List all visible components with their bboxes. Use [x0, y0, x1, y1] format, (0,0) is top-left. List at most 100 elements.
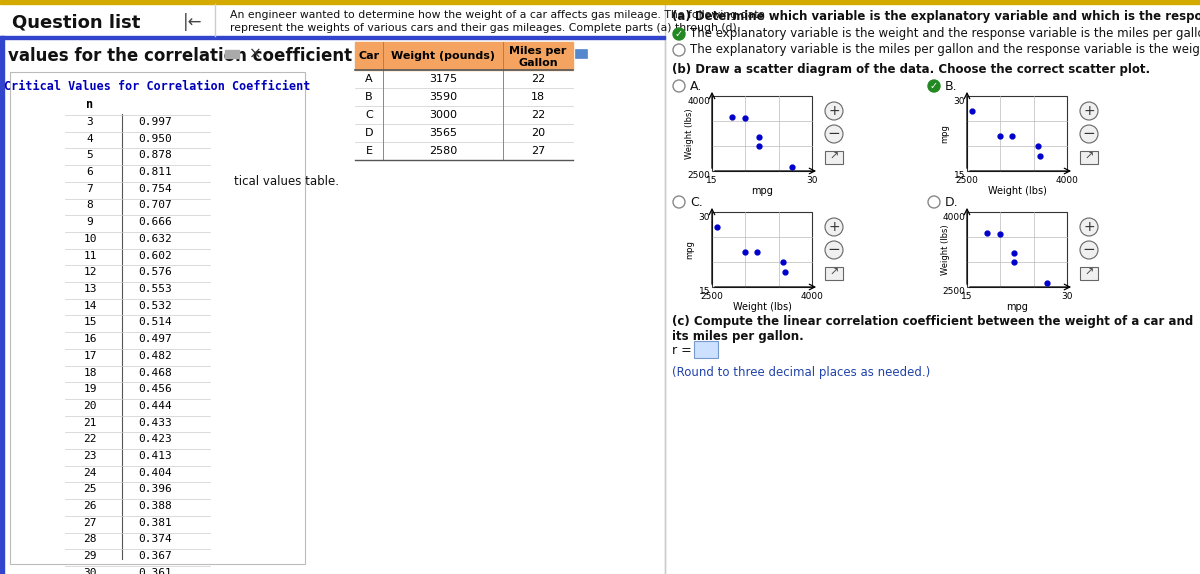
Text: 30: 30	[954, 97, 965, 106]
Text: 25: 25	[83, 484, 97, 494]
Circle shape	[1080, 241, 1098, 259]
Text: 0.878: 0.878	[138, 150, 172, 160]
Text: 0.413: 0.413	[138, 451, 172, 461]
Text: The explanatory variable is the weight and the response variable is the miles pe: The explanatory variable is the weight a…	[690, 28, 1200, 41]
Text: 17: 17	[83, 351, 97, 361]
Text: 0.396: 0.396	[138, 484, 172, 494]
Bar	[1080, 267, 1098, 280]
Text: 0.367: 0.367	[138, 551, 172, 561]
Text: 0.632: 0.632	[138, 234, 172, 244]
Text: 15: 15	[954, 171, 965, 180]
Text: 18: 18	[530, 92, 545, 102]
Text: 15: 15	[707, 176, 718, 185]
Text: 2500: 2500	[688, 171, 710, 180]
Text: ↗: ↗	[829, 152, 839, 162]
Text: mpg: mpg	[751, 186, 773, 196]
Text: 0.361: 0.361	[138, 568, 172, 574]
Text: 0.374: 0.374	[138, 534, 172, 545]
Bar	[226, 50, 239, 58]
Circle shape	[1080, 102, 1098, 120]
Bar	[0, 36, 4, 574]
Text: 9: 9	[86, 217, 94, 227]
Text: 4000: 4000	[1056, 176, 1079, 185]
Text: A.: A.	[690, 80, 702, 92]
Text: 3000: 3000	[430, 110, 457, 120]
Text: D: D	[365, 128, 373, 138]
Text: −: −	[1082, 242, 1096, 258]
Text: 21: 21	[83, 418, 97, 428]
Text: 11: 11	[83, 251, 97, 261]
Text: 3590: 3590	[428, 92, 457, 102]
Text: 12: 12	[83, 267, 97, 277]
Text: r =: r =	[672, 343, 691, 356]
Text: D.: D.	[946, 196, 959, 208]
Circle shape	[826, 125, 842, 143]
Text: 23: 23	[83, 451, 97, 461]
Text: 6: 6	[86, 167, 94, 177]
Text: 4000: 4000	[688, 97, 710, 106]
Circle shape	[1080, 218, 1098, 236]
Text: 7: 7	[86, 184, 94, 194]
Text: C.: C.	[690, 196, 703, 208]
Text: mpg: mpg	[1006, 302, 1028, 312]
Text: Car: Car	[359, 51, 379, 61]
Circle shape	[928, 80, 940, 92]
Circle shape	[673, 28, 685, 40]
Circle shape	[1080, 125, 1098, 143]
Text: Critical Values for Correlation Coefficient: Critical Values for Correlation Coeffici…	[5, 80, 311, 92]
Text: 30: 30	[806, 176, 817, 185]
Text: 22: 22	[530, 110, 545, 120]
Text: 3565: 3565	[430, 128, 457, 138]
Text: 15: 15	[961, 292, 973, 301]
Text: 20: 20	[83, 401, 97, 411]
Text: mpg: mpg	[941, 124, 949, 143]
Text: 0.602: 0.602	[138, 251, 172, 261]
Text: 2500: 2500	[955, 176, 978, 185]
Text: C: C	[365, 110, 373, 120]
Bar	[694, 341, 718, 358]
Bar	[712, 96, 812, 171]
Text: 0.444: 0.444	[138, 401, 172, 411]
Text: +: +	[1084, 104, 1094, 118]
Text: E: E	[366, 146, 372, 156]
Text: Weight (lbs): Weight (lbs)	[685, 108, 695, 159]
Text: 2580: 2580	[428, 146, 457, 156]
Text: 15: 15	[698, 287, 710, 296]
Text: The explanatory variable is the miles per gallon and the response variable is th: The explanatory variable is the miles pe…	[690, 44, 1200, 56]
Text: values for the correlation coefficient: values for the correlation coefficient	[8, 47, 352, 65]
Text: 0.514: 0.514	[138, 317, 172, 327]
Text: 20: 20	[530, 128, 545, 138]
Text: 0.388: 0.388	[138, 501, 172, 511]
Text: 22: 22	[530, 74, 545, 84]
Text: 0.811: 0.811	[138, 167, 172, 177]
Text: 5: 5	[86, 150, 94, 160]
Text: +: +	[1084, 220, 1094, 234]
Bar	[10, 72, 305, 564]
Text: 19: 19	[83, 384, 97, 394]
Text: ↗: ↗	[1085, 152, 1093, 162]
Bar	[967, 212, 1067, 287]
Text: 22: 22	[83, 435, 97, 444]
Text: 29: 29	[83, 551, 97, 561]
Text: 4: 4	[86, 134, 94, 144]
Bar	[967, 96, 1067, 171]
Text: (a) Determine which variable is the explanatory variable and which is the respon: (a) Determine which variable is the expl…	[672, 10, 1200, 23]
Text: (c) Compute the linear correlation coefficient between the weight of a car and i: (c) Compute the linear correlation coeff…	[672, 315, 1193, 343]
Text: −: −	[1082, 126, 1096, 142]
Text: 10: 10	[83, 234, 97, 244]
Text: Weight (lbs): Weight (lbs)	[988, 186, 1046, 196]
Text: 0.433: 0.433	[138, 418, 172, 428]
Text: 13: 13	[83, 284, 97, 294]
Text: 0.423: 0.423	[138, 435, 172, 444]
Text: 27: 27	[83, 518, 97, 528]
Text: ✓: ✓	[674, 29, 683, 39]
Text: 2500: 2500	[701, 292, 724, 301]
Text: −: −	[828, 126, 840, 142]
Circle shape	[826, 102, 842, 120]
Text: Gallon: Gallon	[518, 58, 558, 68]
Bar	[0, 0, 1200, 4]
Text: 26: 26	[83, 501, 97, 511]
Text: 0.553: 0.553	[138, 284, 172, 294]
Text: 30: 30	[698, 213, 710, 222]
Bar	[1080, 151, 1098, 164]
